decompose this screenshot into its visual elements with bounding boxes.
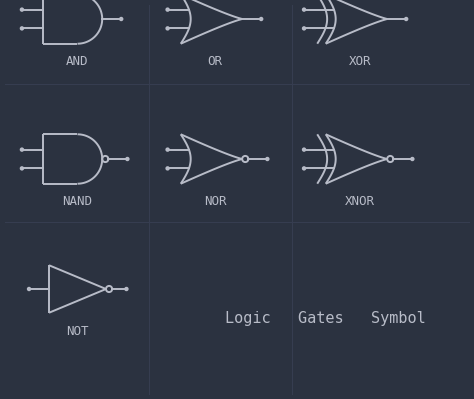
Text: NAND: NAND: [63, 195, 92, 208]
Text: NOT: NOT: [66, 325, 89, 338]
Text: OR: OR: [208, 55, 222, 68]
Text: XNOR: XNOR: [345, 195, 375, 208]
Text: Logic   Gates   Symbol: Logic Gates Symbol: [225, 312, 425, 326]
Text: NOR: NOR: [204, 195, 226, 208]
Text: AND: AND: [66, 55, 89, 68]
Text: XOR: XOR: [349, 55, 371, 68]
